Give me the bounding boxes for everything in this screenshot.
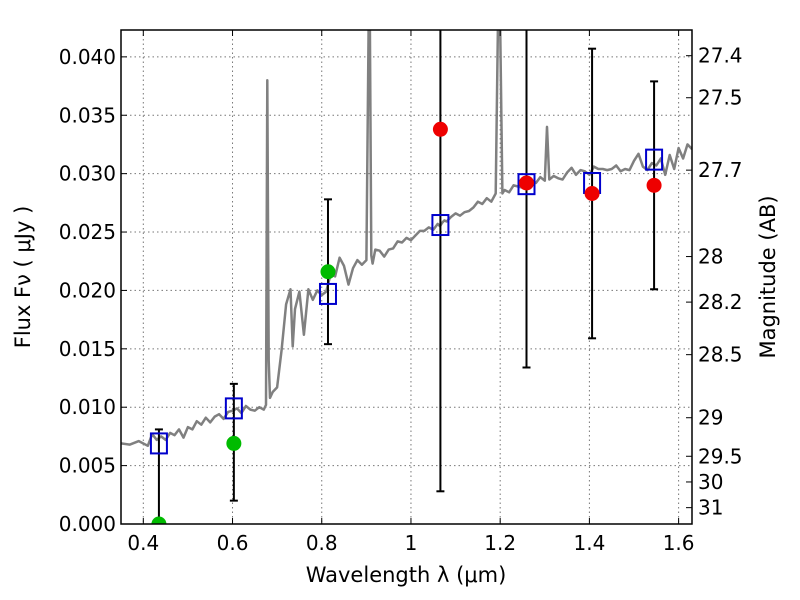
model-photometry-square bbox=[224, 397, 243, 420]
red-data-point bbox=[646, 177, 662, 193]
green-data-point bbox=[226, 435, 242, 451]
magnitude-tick-label: 28.5 bbox=[698, 343, 743, 367]
red-data-point bbox=[432, 121, 448, 137]
magnitude-tick-label: 28 bbox=[698, 245, 723, 269]
magnitude-tick-label: 27.7 bbox=[698, 158, 743, 182]
model-photometry-square bbox=[645, 148, 664, 171]
y-tick-label: 0.035 bbox=[59, 103, 116, 127]
model-photometry-square bbox=[431, 214, 450, 237]
plot-frame bbox=[120, 29, 693, 525]
magnitude-tick-label: 27.5 bbox=[698, 86, 743, 110]
ticks: 0.4 0.6 0.8 1 1.2 1.4 1.6 0.000 0.005 0.010 0.015 0… bbox=[59, 30, 743, 555]
x-tick-label: 1.6 bbox=[663, 531, 695, 555]
x-axis-label: Wavelength λ (μm) bbox=[306, 563, 507, 587]
magnitude-tick-label: 29.5 bbox=[698, 444, 743, 468]
x-tick-label: 0.6 bbox=[217, 531, 249, 555]
y-tick-label: 0.010 bbox=[59, 395, 116, 419]
model-photometry-square bbox=[318, 282, 337, 305]
red-data-point bbox=[518, 175, 534, 191]
green-data-point bbox=[320, 264, 336, 280]
y2-axis-label: Magnitude (AB) bbox=[756, 195, 780, 358]
magnitude-tick-label: 27.4 bbox=[698, 44, 743, 68]
plot-background bbox=[121, 30, 692, 524]
y-tick-label: 0.020 bbox=[59, 278, 116, 302]
x-tick-label: 1 bbox=[405, 531, 418, 555]
y-tick-label: 0.000 bbox=[59, 512, 116, 536]
x-tick-label: 1.4 bbox=[573, 531, 605, 555]
data-layer bbox=[121, 30, 692, 524]
magnitude-tick-label: 31 bbox=[698, 496, 723, 520]
model-photometry-square bbox=[517, 173, 536, 196]
y-tick-label: 0.025 bbox=[59, 220, 116, 244]
red-data-point bbox=[584, 185, 600, 201]
green-data-point bbox=[151, 516, 167, 524]
x-tick-label: 1.2 bbox=[484, 531, 516, 555]
magnitude-tick-label: 30 bbox=[698, 470, 723, 494]
y-tick-label: 0.015 bbox=[59, 337, 116, 361]
y-tick-label: 0.030 bbox=[59, 162, 116, 186]
y-tick-label: 0.040 bbox=[59, 45, 116, 69]
model-photometry-square bbox=[149, 432, 168, 455]
y-axis-label: Flux Fν ( μJy ) bbox=[11, 206, 35, 349]
magnitude-tick-label: 28.2 bbox=[698, 290, 743, 314]
magnitude-tick-label: 29 bbox=[698, 406, 723, 430]
x-tick-label: 0.8 bbox=[306, 531, 338, 555]
x-tick-label: 0.4 bbox=[127, 531, 159, 555]
y-tick-label: 0.005 bbox=[59, 454, 116, 478]
